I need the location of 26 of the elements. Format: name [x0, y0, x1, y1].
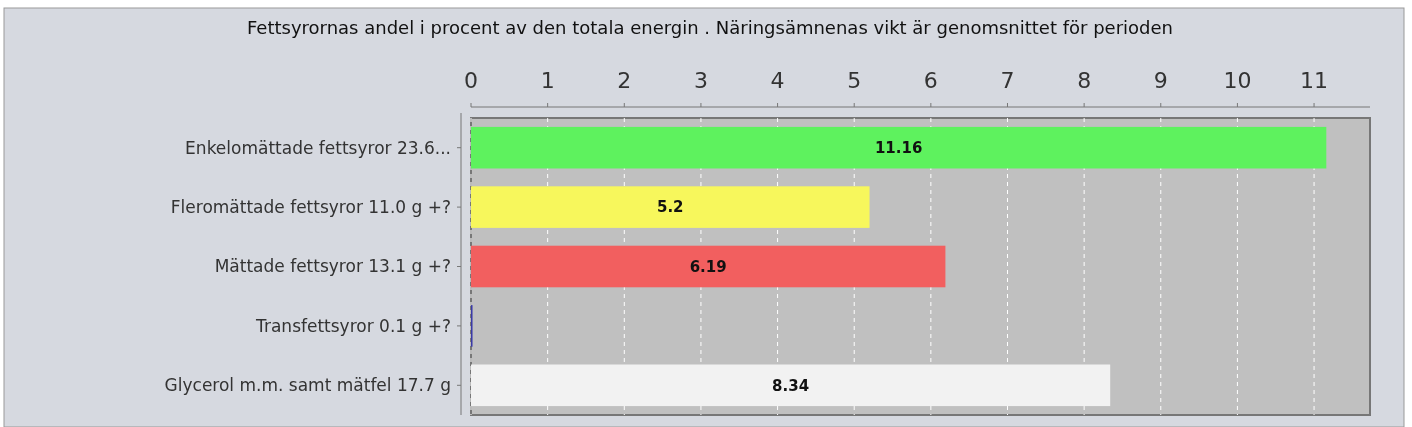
y-tick-label: Glycerol m.m. samt mätfel 17.7 g	[164, 375, 451, 396]
x-tick-label: 7	[1000, 68, 1015, 93]
data-label: 11.16	[874, 138, 923, 157]
bar	[471, 364, 1111, 407]
x-tick-label: 9	[1153, 68, 1168, 93]
x-tick-label: 4	[770, 68, 785, 93]
bar	[471, 126, 1327, 169]
bar	[471, 245, 946, 288]
x-tick-label: 3	[693, 68, 708, 93]
y-tick-label: Mättade fettsyror 13.1 g +?	[214, 256, 451, 277]
x-tick-label: 2	[617, 68, 632, 93]
x-tick-label: 1	[540, 68, 555, 93]
x-tick-label: 6	[923, 68, 938, 93]
x-tick-label: 10	[1223, 68, 1252, 93]
x-tick-label: 11	[1300, 68, 1329, 93]
data-label: 8.34	[772, 376, 810, 395]
data-label: 6.19	[689, 257, 727, 276]
x-tick-label: 0	[464, 68, 478, 93]
data-label: 5.2	[656, 198, 684, 217]
chart-title: Fettsyrornas andel i procent av den totala energin . Näringsämnenas vikt är genomsnittet för perioden	[246, 17, 1174, 38]
bar	[471, 186, 870, 228]
x-tick-label: 5	[847, 68, 862, 93]
y-tick-label: Fleromättade fettsyror 11.0 g +?	[170, 197, 451, 218]
x-tick-label: 8	[1077, 68, 1092, 93]
y-tick-label: Enkelomättade fettsyror 23.6...	[185, 137, 451, 158]
y-tick-label: Transfettsyror 0.1 g +?	[255, 315, 451, 336]
